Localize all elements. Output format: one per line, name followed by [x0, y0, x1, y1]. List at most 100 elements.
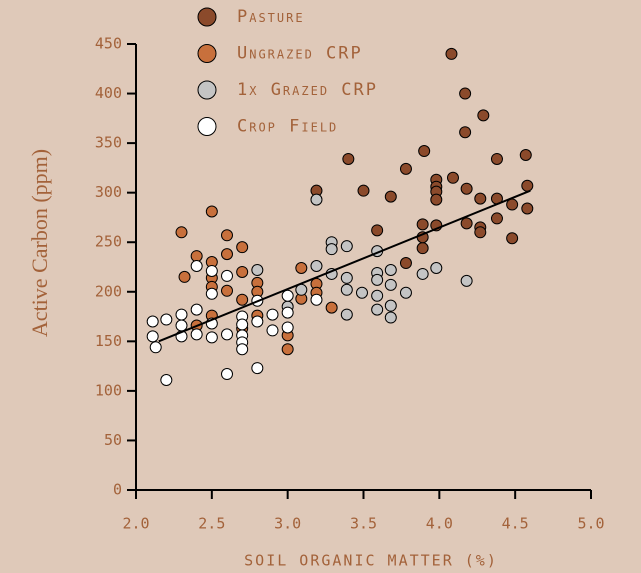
point [205, 331, 218, 344]
x-tick-label: 2.5 [198, 515, 225, 533]
point [310, 260, 323, 273]
point [416, 267, 429, 280]
y-tick-label: 100 [95, 381, 122, 399]
point [355, 286, 368, 299]
point [281, 321, 294, 334]
point [236, 318, 249, 331]
point [418, 145, 431, 158]
point [340, 271, 353, 284]
point [221, 269, 233, 282]
point [175, 319, 188, 332]
point [160, 313, 173, 326]
y-axis-label: Active Carbon (ppm) [27, 149, 52, 337]
y-tick-label: 50 [104, 431, 122, 449]
legend-label: Pasture [237, 7, 305, 27]
legend-marker [197, 117, 217, 136]
x-tick-label: 3.5 [350, 515, 377, 533]
y-tick-label: 200 [95, 282, 122, 300]
point [399, 286, 412, 299]
point [295, 261, 308, 274]
point [340, 308, 353, 321]
point [519, 149, 532, 162]
point [160, 373, 173, 386]
point [236, 293, 249, 306]
point [205, 264, 218, 277]
point [146, 330, 159, 343]
point [340, 240, 353, 253]
point [490, 212, 503, 225]
legend-label: Crop Field [237, 117, 338, 137]
point [190, 250, 203, 263]
point [521, 202, 534, 215]
point [430, 261, 443, 274]
point [460, 274, 473, 287]
x-tick-label: 2.0 [122, 515, 149, 533]
x-tick-label: 4.5 [502, 515, 529, 533]
point [251, 263, 264, 276]
point [175, 308, 188, 321]
point [205, 287, 218, 300]
point [371, 303, 384, 316]
point [371, 289, 384, 302]
point [221, 284, 233, 297]
point [384, 278, 397, 291]
point [371, 273, 384, 286]
point [474, 226, 487, 239]
point [399, 257, 412, 270]
point [340, 283, 353, 296]
y-tick-label: 0 [113, 481, 122, 499]
trendline [158, 189, 531, 343]
point [281, 289, 294, 302]
point [221, 229, 233, 242]
point [384, 311, 397, 324]
legend-marker [197, 7, 217, 27]
legend-label: Ungrazed CRP [237, 44, 363, 64]
point [459, 126, 472, 139]
y-tick-label: 400 [95, 84, 122, 102]
point [149, 341, 162, 354]
point [459, 87, 472, 100]
legend-marker [197, 80, 217, 100]
point [445, 47, 458, 60]
point [384, 190, 397, 203]
point [490, 152, 503, 165]
point [325, 301, 338, 314]
point [399, 162, 412, 175]
y-tick-label: 250 [95, 233, 122, 251]
point [310, 293, 323, 306]
point [175, 226, 188, 239]
point [221, 328, 233, 341]
point [236, 241, 249, 254]
point [205, 205, 218, 218]
point [221, 368, 233, 381]
y-tick-label: 350 [95, 134, 122, 152]
point [371, 224, 384, 237]
point [251, 315, 264, 328]
point [416, 218, 429, 231]
point [236, 265, 249, 278]
y-tick-label: 150 [95, 332, 122, 350]
point [266, 324, 279, 337]
point [506, 232, 519, 245]
point [221, 248, 233, 261]
point [310, 193, 323, 206]
point [236, 343, 249, 356]
point [474, 192, 487, 205]
x-tick-label: 5.0 [577, 515, 604, 533]
legend-marker [197, 44, 217, 63]
point [342, 152, 355, 165]
point [416, 242, 429, 255]
point [384, 299, 397, 312]
point [521, 179, 534, 192]
point [384, 263, 397, 276]
x-tick-label: 3.0 [274, 515, 301, 533]
point [357, 184, 370, 197]
point [325, 243, 338, 256]
x-tick-label: 4.0 [426, 515, 453, 533]
point [190, 328, 203, 341]
legend-label: 1x Grazed CRP [237, 80, 378, 100]
y-tick-label: 450 [95, 35, 122, 53]
y-tick-label: 300 [95, 183, 122, 201]
point [460, 217, 473, 230]
